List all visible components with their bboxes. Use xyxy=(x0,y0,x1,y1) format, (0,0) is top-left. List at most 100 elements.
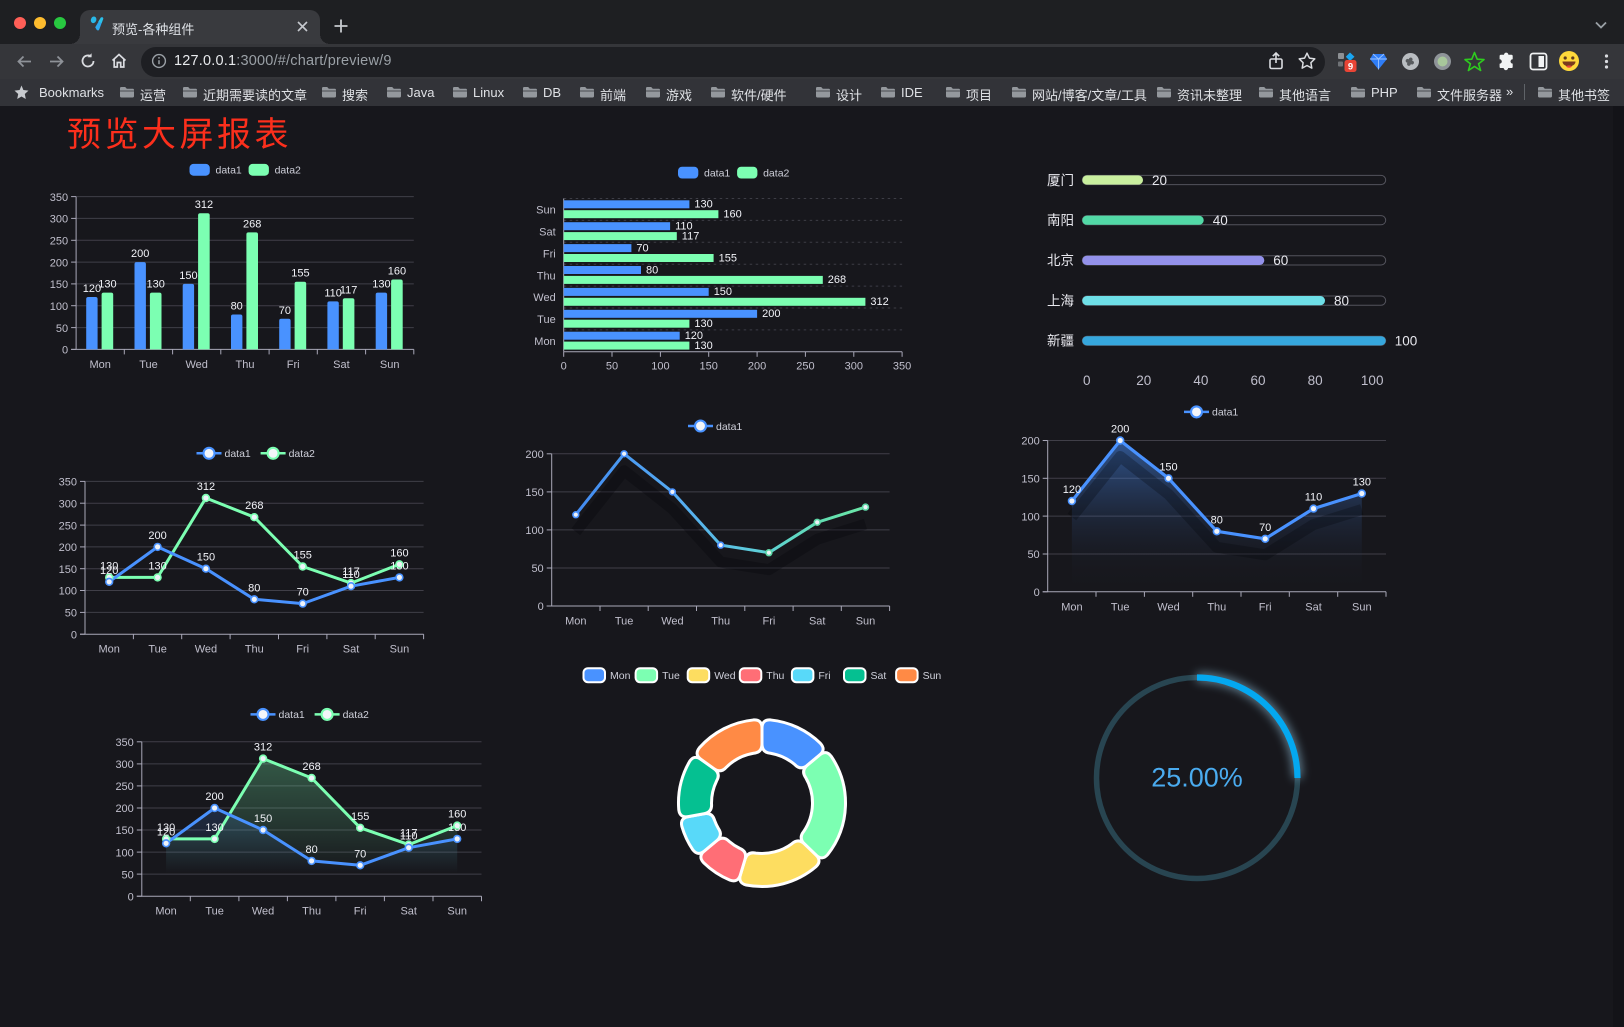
svg-text:data2: data2 xyxy=(763,167,789,179)
svg-text:Sun: Sun xyxy=(1352,601,1372,613)
svg-text:Tue: Tue xyxy=(615,616,634,628)
svg-text:50: 50 xyxy=(531,563,543,575)
svg-text:Tue: Tue xyxy=(148,644,167,656)
svg-text:0: 0 xyxy=(128,891,134,903)
svg-text:100: 100 xyxy=(59,586,77,598)
svg-text:Sat: Sat xyxy=(333,359,350,371)
svg-text:Wed: Wed xyxy=(185,359,207,371)
svg-text:130: 130 xyxy=(157,822,175,834)
svg-text:200: 200 xyxy=(762,308,780,320)
svg-text:117: 117 xyxy=(340,284,358,296)
svg-text:150: 150 xyxy=(525,487,543,499)
svg-text:Thu: Thu xyxy=(302,906,321,918)
svg-text:0: 0 xyxy=(71,629,77,641)
svg-text:200: 200 xyxy=(748,360,766,372)
svg-text:Tue: Tue xyxy=(662,670,680,682)
svg-text:120: 120 xyxy=(685,330,703,342)
svg-text:Mon: Mon xyxy=(89,359,110,371)
svg-text:70: 70 xyxy=(297,587,309,599)
svg-text:Thu: Thu xyxy=(766,670,784,682)
svg-text:0: 0 xyxy=(1083,373,1091,388)
svg-text:200: 200 xyxy=(148,530,166,542)
svg-text:Tue: Tue xyxy=(139,359,158,371)
svg-text:Mon: Mon xyxy=(98,644,119,656)
svg-text:50: 50 xyxy=(606,360,618,372)
svg-text:200: 200 xyxy=(50,257,68,269)
svg-text:250: 250 xyxy=(115,781,133,793)
svg-text:20: 20 xyxy=(1136,373,1151,388)
svg-text:150: 150 xyxy=(1159,461,1177,473)
svg-text:150: 150 xyxy=(700,360,718,372)
svg-text:Sat: Sat xyxy=(343,644,360,656)
svg-text:150: 150 xyxy=(50,279,68,291)
svg-text:Mon: Mon xyxy=(155,906,176,918)
svg-text:300: 300 xyxy=(115,759,133,771)
svg-text:Sat: Sat xyxy=(871,670,887,682)
svg-text:130: 130 xyxy=(147,279,165,291)
svg-text:268: 268 xyxy=(828,274,846,286)
svg-text:80: 80 xyxy=(231,301,243,313)
svg-text:130: 130 xyxy=(148,560,166,572)
svg-text:110: 110 xyxy=(400,831,418,843)
svg-text:50: 50 xyxy=(65,608,77,620)
svg-text:130: 130 xyxy=(98,279,116,291)
svg-text:250: 250 xyxy=(796,360,814,372)
svg-text:312: 312 xyxy=(197,481,215,493)
svg-text:Sun: Sun xyxy=(923,670,942,682)
svg-text:120: 120 xyxy=(100,565,118,577)
svg-text:Sat: Sat xyxy=(539,227,556,239)
svg-text:130: 130 xyxy=(390,560,408,572)
svg-text:117: 117 xyxy=(682,230,700,242)
svg-text:data1: data1 xyxy=(279,709,305,721)
svg-text:0: 0 xyxy=(538,601,544,613)
svg-text:Tue: Tue xyxy=(205,906,224,918)
svg-text:40: 40 xyxy=(1193,373,1208,388)
svg-text:130: 130 xyxy=(100,560,118,572)
svg-text:50: 50 xyxy=(1027,549,1039,561)
svg-text:南阳: 南阳 xyxy=(1047,213,1074,228)
svg-text:Mon: Mon xyxy=(1061,601,1082,613)
svg-text:data2: data2 xyxy=(343,709,369,721)
svg-text:Mon: Mon xyxy=(565,616,586,628)
svg-text:data1: data1 xyxy=(1212,407,1238,419)
svg-text:Sun: Sun xyxy=(390,644,410,656)
svg-text:Sun: Sun xyxy=(380,359,400,371)
svg-text:350: 350 xyxy=(50,192,68,204)
svg-text:350: 350 xyxy=(893,360,911,372)
svg-text:70: 70 xyxy=(1259,522,1271,534)
svg-text:117: 117 xyxy=(342,566,360,578)
svg-text:350: 350 xyxy=(115,737,133,749)
svg-text:150: 150 xyxy=(179,270,197,282)
svg-text:Mon: Mon xyxy=(534,336,555,348)
svg-text:80: 80 xyxy=(1334,293,1349,308)
svg-text:上海: 上海 xyxy=(1047,293,1074,308)
svg-text:100: 100 xyxy=(651,360,669,372)
svg-text:100: 100 xyxy=(115,847,133,859)
svg-text:120: 120 xyxy=(157,826,175,838)
svg-text:150: 150 xyxy=(714,286,732,298)
svg-text:110: 110 xyxy=(675,221,693,233)
svg-text:100: 100 xyxy=(1395,334,1418,349)
svg-text:160: 160 xyxy=(388,266,406,278)
svg-text:312: 312 xyxy=(195,199,213,211)
svg-text:Fri: Fri xyxy=(762,616,775,628)
svg-text:155: 155 xyxy=(351,811,369,823)
svg-text:80: 80 xyxy=(248,582,260,594)
svg-text:80: 80 xyxy=(1308,373,1323,388)
svg-text:160: 160 xyxy=(390,547,408,559)
svg-text:80: 80 xyxy=(305,844,317,856)
svg-text:110: 110 xyxy=(342,569,360,581)
svg-text:Thu: Thu xyxy=(1207,601,1226,613)
svg-text:Tue: Tue xyxy=(1111,601,1130,613)
svg-text:Thu: Thu xyxy=(537,270,556,282)
svg-text:200: 200 xyxy=(59,542,77,554)
svg-text:155: 155 xyxy=(294,550,312,562)
svg-text:Sun: Sun xyxy=(536,205,556,217)
svg-text:data2: data2 xyxy=(289,448,315,460)
svg-text:60: 60 xyxy=(1250,373,1265,388)
svg-text:110: 110 xyxy=(1305,492,1323,504)
svg-text:312: 312 xyxy=(254,742,272,754)
svg-text:130: 130 xyxy=(1353,477,1371,489)
svg-text:data1: data1 xyxy=(216,165,242,177)
svg-text:Thu: Thu xyxy=(236,359,255,371)
